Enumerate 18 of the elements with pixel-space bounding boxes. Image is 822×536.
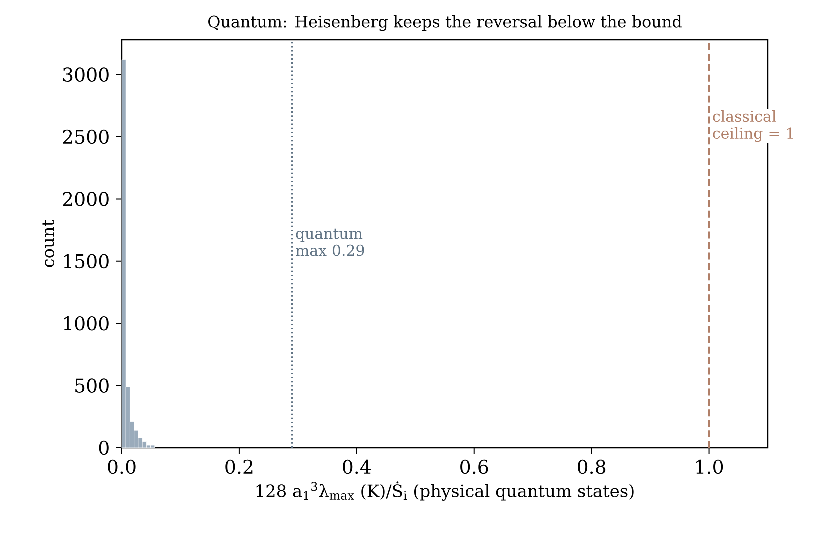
chart-title: Quantum: Heisenberg keeps the reversal below the bound [208,16,682,32]
y-tick-label: 3000 [63,68,109,82]
x-tick-label: 0.8 [578,460,606,474]
y-tick-label: 0 [99,440,109,456]
y-tick-label: 500 [76,378,109,393]
x-tick-label: 1.0 [696,460,724,474]
y-tick-label: 1500 [64,254,109,269]
x-tick-label: 0.2 [226,460,253,474]
ref-line-label: classical ceiling = 1 [713,110,794,142]
y-tick-label: 2500 [63,130,109,144]
x-axis-title: 128 a$_{1}$$^{3}$λ$_{max}$ (K)/Ṡ$_{i}$ (physical quantum states) [256,482,634,502]
x-tick-label: 0.6 [460,460,488,474]
y-axis-title: count [42,220,54,268]
x-tick-label: 0.0 [108,460,136,474]
x-tick-label: 0.4 [343,460,372,474]
y-tick-label: 2000 [63,192,109,206]
ref-line-label: quantum max 0.29 [296,228,364,256]
y-tick-label: 1000 [64,316,109,331]
